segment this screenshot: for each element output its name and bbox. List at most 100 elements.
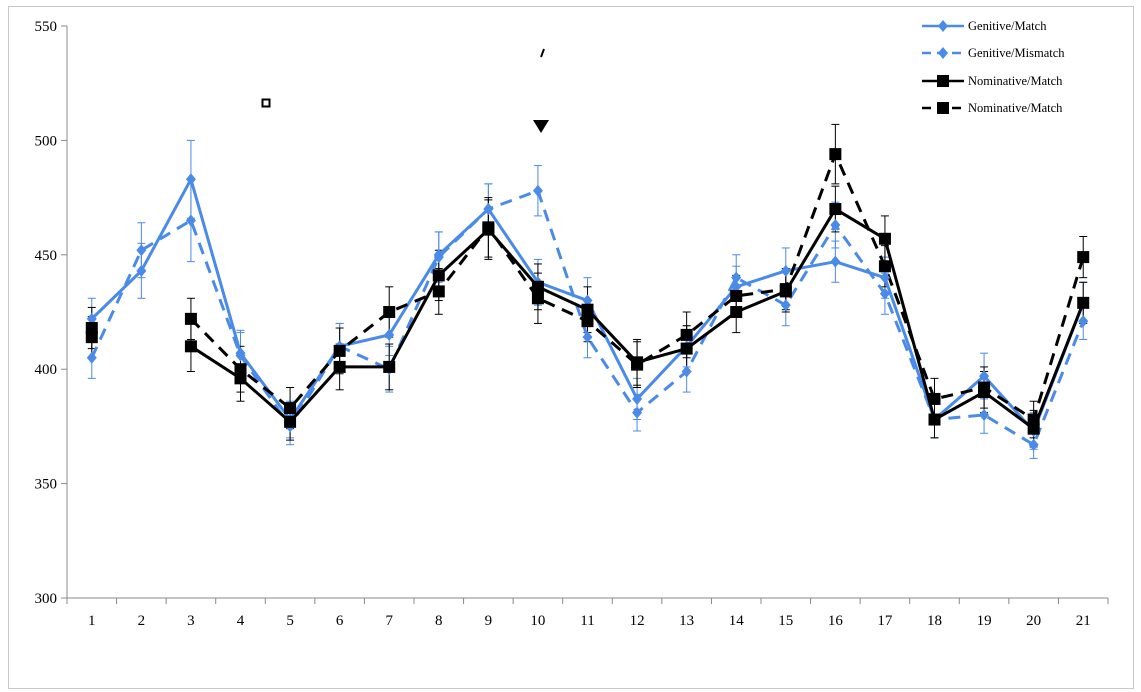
data-point xyxy=(184,312,197,325)
data-point xyxy=(483,203,494,216)
data-point xyxy=(680,342,693,355)
x-tick-label: 2 xyxy=(138,613,146,629)
data-point xyxy=(731,271,742,284)
data-point xyxy=(184,340,197,353)
data-point xyxy=(284,415,297,428)
y-tick-label: 500 xyxy=(35,133,58,149)
data-point xyxy=(879,271,890,284)
data-point xyxy=(779,283,792,296)
data-point xyxy=(731,280,742,293)
x-tick-label: 5 xyxy=(286,613,294,629)
x-tick-label: 16 xyxy=(828,613,844,629)
data-point xyxy=(433,251,444,264)
data-point xyxy=(928,413,941,426)
y-tick-label: 550 xyxy=(35,19,58,35)
data-point xyxy=(531,280,544,293)
data-point xyxy=(830,255,841,268)
data-point xyxy=(531,292,544,305)
data-point xyxy=(185,214,196,227)
y-ticks: 300 350 400 450 500 550 xyxy=(35,19,67,607)
data-point xyxy=(86,312,97,325)
data-point xyxy=(235,349,246,362)
data-point xyxy=(333,344,346,357)
data-point xyxy=(384,328,395,341)
data-point xyxy=(1027,422,1040,435)
data-point xyxy=(432,269,445,282)
data-point xyxy=(284,402,297,415)
data-point xyxy=(730,289,743,302)
data-point xyxy=(979,408,990,421)
series-line-1 xyxy=(90,189,1085,447)
legend-item-genitive-match: Genitive/Match xyxy=(922,19,1047,33)
x-tick-label: 12 xyxy=(630,613,645,629)
data-point xyxy=(85,322,98,335)
data-point xyxy=(1027,413,1040,426)
data-point xyxy=(928,392,941,405)
legend-label: Nominative/Match xyxy=(968,101,1063,115)
open-square-marker xyxy=(261,98,271,108)
data-point xyxy=(185,173,196,186)
y-tick-label: 400 xyxy=(35,362,58,378)
data-point xyxy=(780,264,791,277)
x-tick-label: 9 xyxy=(485,613,493,629)
data-point xyxy=(1078,315,1089,328)
data-point xyxy=(780,299,791,312)
legend-label: Genitive/Match xyxy=(968,19,1047,33)
x-tick-label: 1 xyxy=(88,613,96,629)
data-point xyxy=(878,260,891,273)
data-point xyxy=(632,392,643,405)
x-tick-label: 18 xyxy=(927,613,942,629)
x-tick-label: 20 xyxy=(1026,613,1041,629)
data-point xyxy=(582,294,593,307)
data-point xyxy=(829,148,842,161)
legend-label: Nominative/Match xyxy=(968,74,1063,88)
y-tick-label: 450 xyxy=(35,248,58,264)
legend-item-nominative-match-dashed: Nominative/Match xyxy=(922,101,1063,115)
x-tick-label: 7 xyxy=(385,613,393,629)
data-point xyxy=(1077,296,1090,309)
legend: Genitive/Match Genitive/Mismatch Nominat… xyxy=(922,19,1065,115)
data-point xyxy=(85,331,98,344)
data-point xyxy=(581,303,594,316)
data-point xyxy=(1077,251,1090,264)
data-point xyxy=(86,351,97,364)
legend-item-nominative-match: Nominative/Match xyxy=(922,74,1063,88)
x-tick-label: 4 xyxy=(237,613,245,629)
data-point xyxy=(383,360,396,373)
legend-item-genitive-mismatch: Genitive/Mismatch xyxy=(922,46,1065,60)
x-tick-label: 11 xyxy=(580,613,594,629)
annotations xyxy=(261,48,549,133)
axes xyxy=(66,26,1108,599)
x-tick-label: 19 xyxy=(977,613,992,629)
data-point xyxy=(830,219,841,232)
data-point xyxy=(829,203,842,216)
x-tick-label: 6 xyxy=(336,613,344,629)
data-point xyxy=(482,221,495,234)
series-markers xyxy=(85,148,1090,451)
data-point xyxy=(878,232,891,245)
data-point xyxy=(234,363,247,376)
data-point xyxy=(680,328,693,341)
x-tick-label: 15 xyxy=(778,613,793,629)
data-point xyxy=(1028,438,1039,451)
data-point xyxy=(978,381,991,394)
y-tick-label: 300 xyxy=(35,591,58,607)
data-point xyxy=(631,358,644,371)
x-tick-label: 17 xyxy=(877,613,893,629)
data-point xyxy=(383,306,396,318)
error-bars xyxy=(87,123,1088,459)
tick-mark xyxy=(540,48,545,58)
data-point xyxy=(432,285,445,298)
legend-label: Genitive/Mismatch xyxy=(968,46,1065,60)
data-point xyxy=(681,365,692,378)
data-point xyxy=(581,315,594,328)
data-point xyxy=(879,287,890,300)
data-point xyxy=(582,331,593,344)
data-point xyxy=(136,244,147,257)
x-tick-label: 8 xyxy=(435,613,443,629)
y-tick-label: 350 xyxy=(35,477,58,493)
x-tick-label: 10 xyxy=(530,613,545,629)
data-point xyxy=(234,372,247,385)
data-point xyxy=(136,264,147,277)
